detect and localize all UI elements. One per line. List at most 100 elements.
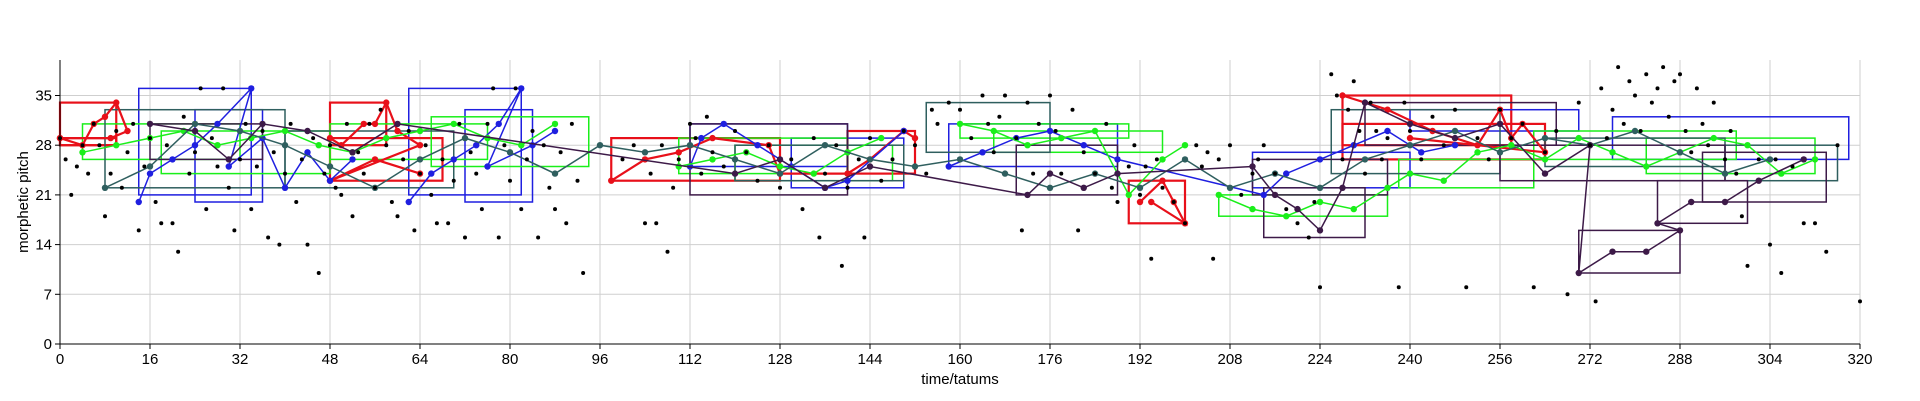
- pattern-point-red: [1148, 198, 1155, 206]
- pattern-point-green: [1181, 142, 1189, 149]
- pattern-point-purple: [394, 120, 401, 128]
- pattern-point-purple: [225, 156, 232, 163]
- pattern-line-green: [959, 123, 1186, 197]
- note-point: [620, 157, 625, 162]
- pattern-box-green: [993, 130, 1164, 154]
- note-point: [142, 164, 147, 169]
- note-point: [699, 171, 704, 176]
- note-point: [1132, 143, 1137, 148]
- y-axis-label: morphetic pitch: [15, 151, 32, 253]
- note-point: [485, 121, 490, 126]
- pattern-point-teal: [146, 163, 154, 170]
- note-point: [378, 107, 383, 112]
- note-point: [344, 121, 349, 126]
- note-point: [1329, 72, 1334, 77]
- note-point: [1143, 164, 1148, 169]
- pattern-point-teal: [191, 120, 199, 128]
- pattern-point-green: [1541, 156, 1549, 163]
- note-point: [721, 164, 726, 169]
- pattern-point-red: [416, 142, 424, 149]
- pattern-point-teal: [101, 184, 109, 191]
- note-point: [1683, 129, 1688, 133]
- note-point: [131, 121, 136, 126]
- pattern-point-blue: [844, 177, 851, 184]
- pattern-box-purple: [1364, 101, 1557, 146]
- note-point: [817, 235, 822, 240]
- note-point: [339, 192, 344, 197]
- pattern-point-green: [1440, 177, 1447, 184]
- note-point: [305, 242, 310, 247]
- pattern-point-blue: [945, 163, 952, 170]
- x-tick-label: 112: [678, 351, 702, 368]
- pattern-point-green: [1811, 156, 1819, 163]
- note-point: [924, 171, 929, 176]
- x-tick-label: 160: [947, 351, 972, 368]
- note-point: [1835, 143, 1840, 148]
- note-point: [1858, 299, 1862, 304]
- pattern-point-purple: [1755, 177, 1762, 184]
- note-point: [373, 185, 377, 190]
- pattern-point-purple: [1294, 205, 1301, 213]
- note-point: [187, 171, 192, 176]
- x-tick-label: 16: [142, 351, 159, 368]
- note-point: [524, 157, 529, 162]
- note-point: [553, 207, 557, 212]
- note-point: [389, 200, 394, 204]
- note-point: [1768, 242, 1772, 247]
- pattern-point-purple: [1361, 99, 1369, 106]
- note-point: [1475, 136, 1480, 141]
- pattern-point-blue: [281, 184, 289, 191]
- pattern-point-teal: [1766, 156, 1774, 163]
- note-point: [434, 221, 439, 226]
- note-point: [693, 136, 698, 141]
- pattern-line-red: [329, 99, 423, 182]
- note-point: [1273, 171, 1277, 176]
- pattern-point-green: [1384, 184, 1391, 191]
- note-point: [1638, 129, 1643, 133]
- note-point: [1728, 129, 1733, 133]
- note-point: [862, 235, 867, 240]
- note-point: [288, 121, 293, 126]
- note-point: [1604, 136, 1609, 141]
- note-point: [1256, 157, 1261, 162]
- note-point: [215, 164, 220, 169]
- note-point: [676, 157, 681, 162]
- note-point: [91, 121, 96, 126]
- note-point: [350, 214, 355, 219]
- note-point: [733, 129, 737, 133]
- tick-labels: 0 16 32 48 64 80 96 112 128 144 160 176 192 208 224 240…: [35, 88, 1872, 369]
- note-point: [198, 86, 203, 91]
- y-tick-label: 7: [44, 286, 52, 303]
- note-point: [1261, 143, 1266, 148]
- note-point: [901, 129, 906, 133]
- pattern-point-green: [1316, 198, 1324, 206]
- pattern-point-green: [1249, 205, 1256, 213]
- pattern-box-purple: [689, 123, 849, 196]
- note-point: [1672, 79, 1677, 84]
- note-point: [1739, 214, 1744, 219]
- note-point: [260, 129, 265, 133]
- pattern-point-red: [1339, 92, 1346, 99]
- pattern-point-purple: [776, 156, 784, 163]
- pattern-point-green: [1058, 134, 1065, 142]
- note-point: [789, 157, 794, 162]
- pattern-point-red: [1136, 198, 1144, 206]
- pattern-point-green: [79, 149, 86, 156]
- pattern-point-teal: [1316, 184, 1324, 191]
- note-point: [879, 178, 884, 183]
- note-point: [839, 263, 844, 268]
- pattern-point-blue: [1384, 127, 1391, 135]
- pattern-point-blue: [698, 134, 705, 142]
- pattern-point-purple: [821, 184, 829, 191]
- y-tick-label: 0: [44, 336, 52, 353]
- pattern-point-red: [371, 156, 379, 163]
- pattern-point-purple: [191, 127, 199, 135]
- pattern-point-green: [1024, 142, 1031, 149]
- note-point: [249, 207, 254, 212]
- pattern-point-teal: [1496, 149, 1504, 156]
- pattern-point-green: [315, 142, 322, 149]
- pattern-point-purple: [1609, 248, 1616, 255]
- note-point: [294, 200, 299, 204]
- note-point: [193, 150, 197, 155]
